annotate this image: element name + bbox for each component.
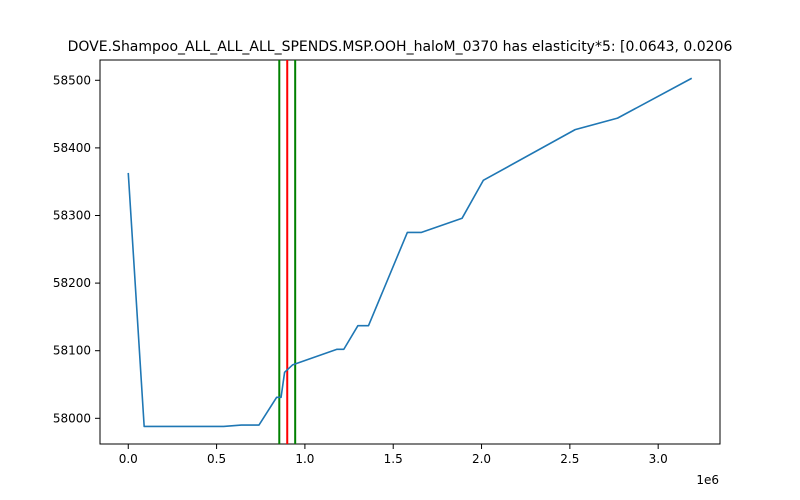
y-tick-label: 58300 — [53, 208, 91, 222]
y-tick-label: 58000 — [53, 411, 91, 425]
plot-area — [99, 59, 721, 445]
x-tick-label: 2.5 — [560, 452, 579, 466]
x-tick-label: 0.0 — [119, 452, 138, 466]
x-offset-label: 1e6 — [696, 473, 719, 487]
y-axis: 58000 58100 58200 58300 58400 58500 — [53, 73, 100, 425]
y-tick-label: 58200 — [53, 276, 91, 290]
x-tick-label: 3.0 — [649, 452, 668, 466]
y-tick-label: 58400 — [53, 141, 91, 155]
x-tick-label: 1.0 — [295, 452, 314, 466]
series-group — [127, 77, 693, 428]
x-axis: 0.0 0.5 1.0 1.5 2.0 2.5 3.0 — [119, 444, 668, 466]
vertical-lines — [278, 60, 297, 444]
x-tick-label: 0.5 — [207, 452, 226, 466]
series-line — [127, 77, 693, 428]
chart-title: DOVE.Shampoo_ALL_ALL_ALL_SPENDS.MSP.OOH_… — [68, 39, 733, 55]
y-tick-label: 58500 — [53, 73, 91, 87]
x-tick-label: 2.0 — [472, 452, 491, 466]
y-tick-label: 58100 — [53, 344, 91, 358]
x-tick-label: 1.5 — [384, 452, 403, 466]
